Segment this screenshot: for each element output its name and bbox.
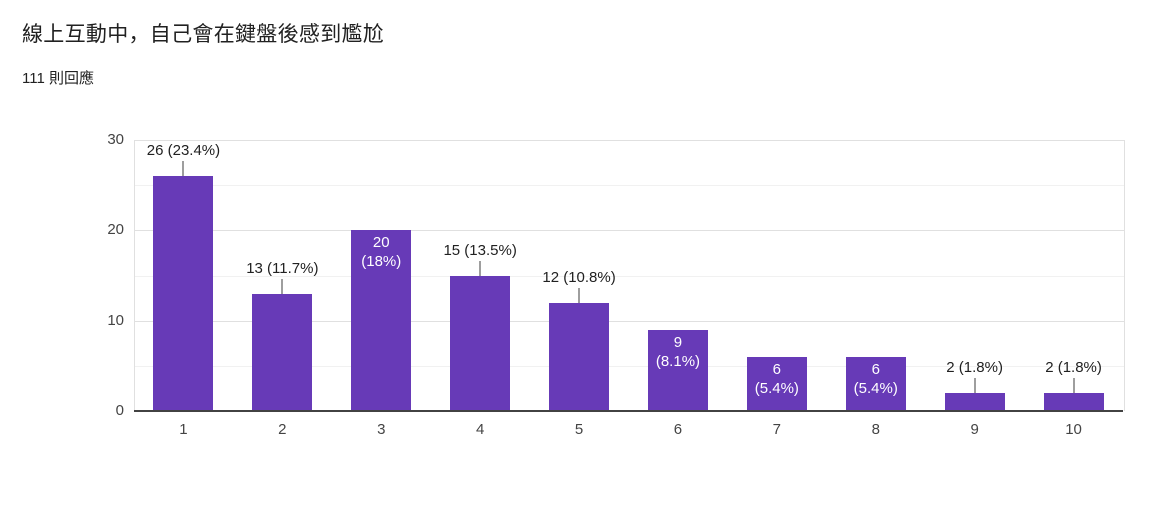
minor-gridline <box>135 275 1124 277</box>
bar-value-label: 6 (5.4%) <box>754 360 799 397</box>
label-leader-line <box>578 287 581 303</box>
major-gridline <box>135 230 1124 232</box>
minor-gridline <box>135 365 1124 367</box>
label-leader-line <box>281 278 284 294</box>
bar-category-9[interactable] <box>944 392 1005 411</box>
x-axis-tick-label: 2 <box>278 421 287 438</box>
y-axis-tick-label: 30 <box>107 131 124 148</box>
bar-value-label: 13 (11.7%) <box>246 259 319 277</box>
x-axis-tick-label: 3 <box>377 421 386 438</box>
bar-value-label: 12 (10.8%) <box>542 268 616 286</box>
bar-category-1[interactable] <box>153 176 214 411</box>
label-leader-line <box>973 377 976 393</box>
x-axis-tick-label: 6 <box>673 421 683 438</box>
bar-category-5[interactable] <box>549 302 610 411</box>
y-axis-tick-label: 10 <box>107 311 124 329</box>
minor-gridline <box>135 185 1124 187</box>
major-gridline <box>135 320 1124 322</box>
x-axis-tick-label: 8 <box>871 421 880 438</box>
response-count: 111 則回應 <box>22 70 94 87</box>
major-gridline <box>135 140 1124 141</box>
bar-category-8[interactable] <box>845 356 906 411</box>
bar-value-label: 20 (18%) <box>361 234 402 271</box>
x-axis-tick-label: 9 <box>970 421 979 438</box>
bar-category-2[interactable] <box>252 293 313 411</box>
bar-value-label: 2 (1.8%) <box>946 358 1003 376</box>
label-leader-line <box>1072 377 1075 393</box>
x-axis-tick-label: 5 <box>574 421 584 438</box>
bar-value-label: 26 (23.4%) <box>146 142 221 160</box>
x-axis-tick-label: 10 <box>1065 421 1082 438</box>
bar-value-label: 6 (5.4%) <box>853 360 898 397</box>
question-title: 線上互動中，自己會在鍵盤後感到尷尬 <box>22 23 385 46</box>
label-leader-line <box>182 161 185 177</box>
y-axis-tick-label: 0 <box>115 402 124 419</box>
bar-category-4[interactable] <box>450 275 511 411</box>
y-axis-tick-label: 20 <box>107 221 124 239</box>
bar-value-label: 9 (8.1%) <box>655 333 701 370</box>
bar-category-6[interactable] <box>647 329 708 411</box>
x-axis-tick-label: 4 <box>475 421 485 438</box>
bar-value-label: 15 (13.5%) <box>443 241 517 259</box>
bar-value-label: 2 (1.8%) <box>1045 358 1102 376</box>
label-leader-line <box>479 260 482 276</box>
x-axis-line <box>134 410 1123 412</box>
x-axis-tick-label: 1 <box>179 421 188 438</box>
bar-chart-plot-area <box>134 140 1125 411</box>
bar-category-10[interactable] <box>1043 392 1104 411</box>
bar-category-7[interactable] <box>746 356 807 411</box>
x-axis-tick-label: 7 <box>772 421 782 438</box>
bar-category-3[interactable] <box>351 230 412 411</box>
